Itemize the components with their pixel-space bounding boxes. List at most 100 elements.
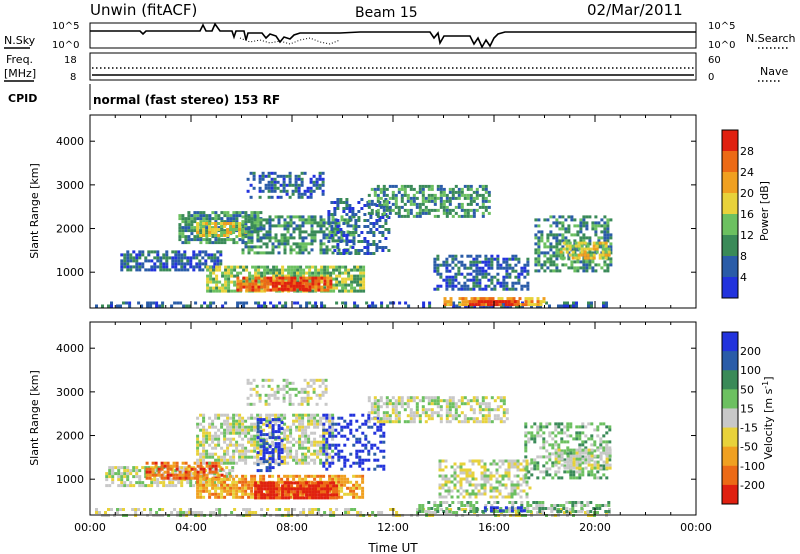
data-cell [327,210,331,213]
data-cell [147,253,151,257]
data-cell [319,227,323,231]
data-cell [343,455,347,459]
data-cell [150,484,154,488]
data-cell [205,428,209,432]
data-cell [202,467,206,471]
data-cell [358,458,362,462]
data-cell [241,211,245,215]
data-cell [242,282,246,286]
data-cell [213,253,217,257]
data-cell [427,396,431,400]
data-cell [456,474,460,478]
data-cell [355,449,359,453]
data-cell [268,227,272,231]
data-cell [430,193,434,197]
data-cell [301,461,305,465]
data-cell [152,301,156,305]
data-cell [347,268,351,272]
data-cell [472,211,476,215]
data-cell [321,177,325,181]
data-cell [171,259,175,263]
data-cell [217,443,221,447]
data-cell [594,269,598,273]
data-cell [344,286,348,290]
data-cell [120,475,124,479]
data-cell [509,297,513,301]
data-cell [260,289,264,293]
data-cell [285,390,289,394]
data-cell [232,214,236,218]
data-cell [328,455,332,459]
data-cell [202,486,206,490]
data-cell [208,231,212,234]
data-cell [379,190,383,194]
data-cell [364,446,368,450]
data-cell [209,511,213,514]
data-cell [537,248,541,252]
data-cell [238,495,242,499]
data-cell [460,208,464,212]
data-cell [382,402,386,406]
data-cell [232,489,236,493]
data-cell [388,417,392,421]
data-cell [430,196,434,200]
data-cell [478,411,482,415]
data-cell [120,484,124,488]
data-cell [226,231,230,234]
data-cell [451,190,455,194]
data-cell [199,464,203,468]
data-cell [349,224,353,228]
data-cell [314,481,318,485]
data-cell [328,233,332,237]
data-cell [238,231,242,234]
data-cell [293,274,297,278]
data-cell [298,215,302,219]
data-cell [208,492,212,496]
data-cell [549,233,553,237]
data-cell [523,269,527,273]
data-cell [601,244,605,248]
data-cell [327,222,331,225]
data-cell [481,420,485,424]
data-cell [107,508,110,511]
data-cell [412,411,416,415]
data-cell [454,408,458,412]
data-cell [463,193,467,197]
data-cell [598,256,602,260]
data-cell [236,274,240,278]
data-cell [579,230,583,234]
data-cell [466,208,470,212]
data-cell [394,196,398,200]
data-cell [475,254,479,258]
data-cell [472,281,476,285]
data-cell [582,233,586,237]
data-cell [210,469,214,473]
data-cell [202,413,206,417]
data-cell [582,224,586,228]
data-cell [205,220,209,224]
data-cell [283,413,287,417]
data-cell [552,233,556,237]
data-cell [202,495,206,499]
data-cell [157,473,161,477]
data-cell [278,276,282,280]
data-cell [397,396,401,400]
data-cell [571,250,575,254]
data-cell [278,487,282,491]
data-cell [280,413,284,417]
data-cell [487,408,491,412]
data-cell [344,289,348,293]
data-cell [169,464,173,468]
data-cell [463,420,467,424]
data-cell [536,511,539,514]
data-cell [448,420,452,424]
data-cell [202,437,206,441]
data-cell [355,495,359,499]
data-cell [502,396,506,400]
data-cell [299,265,303,269]
data-cell [471,303,475,307]
data-cell [211,461,215,465]
data-cell [151,467,155,471]
data-cell [475,263,479,267]
data-cell [448,190,452,194]
